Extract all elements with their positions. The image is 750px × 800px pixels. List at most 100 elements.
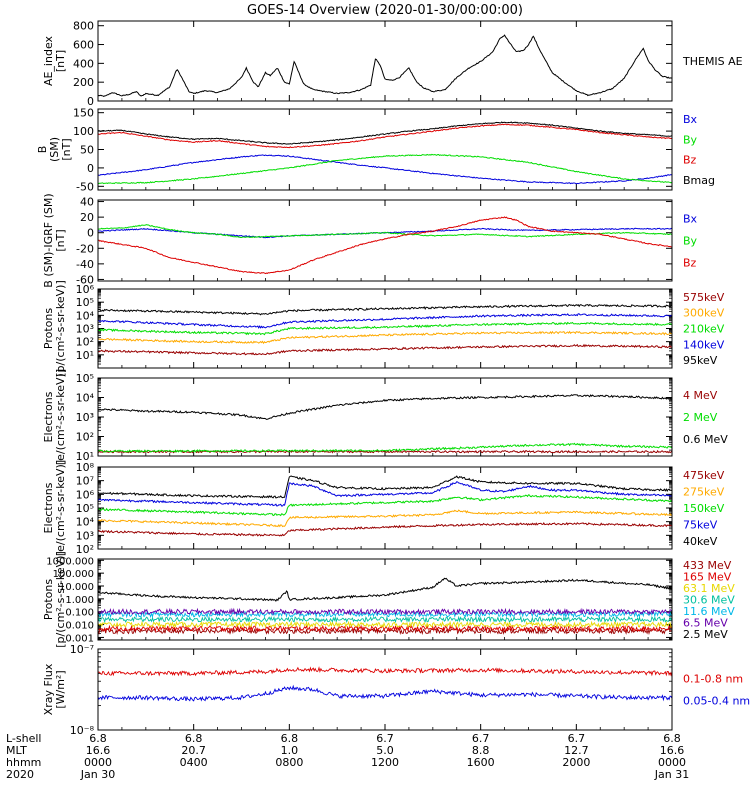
legend-entry: 30.6 MeV bbox=[683, 594, 735, 607]
y-tick-label: 10⁶ bbox=[76, 283, 95, 296]
time-axis-tick-label: 6.8 bbox=[663, 732, 681, 745]
y-tick-label: 1000.000 bbox=[46, 556, 94, 567]
y-tick-label: 0.100 bbox=[65, 608, 94, 619]
legend-entry: 433 MeV bbox=[683, 559, 732, 572]
y-axis-label: [e/(cm²-s-sr-keV)] bbox=[54, 369, 67, 465]
y-tick-label: 10⁴ bbox=[76, 392, 95, 405]
legend-entry: 300keV bbox=[683, 307, 725, 320]
time-axis-tick-label: Jan 30 bbox=[80, 768, 115, 781]
y-axis-label: (SM) bbox=[48, 137, 61, 162]
legend-entry: Bz bbox=[683, 154, 697, 167]
legend-entry: 40keV bbox=[683, 535, 718, 548]
y-tick-label: 10⁴ bbox=[76, 309, 95, 322]
y-tick-label: 100 bbox=[73, 125, 94, 138]
y-axis-label: Electrons bbox=[42, 482, 55, 533]
series-line-0-1-0-8-nm bbox=[98, 666, 672, 677]
y-tick-label: 0 bbox=[87, 227, 94, 240]
time-axis-tick-label: 6.7 bbox=[376, 732, 394, 745]
y-axis-label: [nT] bbox=[54, 50, 67, 72]
time-axis-tick-label: 16.6 bbox=[86, 744, 111, 757]
y-axis-label: Electrons bbox=[42, 391, 55, 442]
legend-entry: By bbox=[683, 235, 698, 248]
time-axis-tick-label: 2000 bbox=[562, 756, 590, 769]
panel-frame bbox=[97, 558, 673, 641]
y-tick-label: 10⁸ bbox=[76, 461, 95, 474]
series-line-433-mev bbox=[98, 626, 672, 636]
time-axis-tick-label: 6.7 bbox=[568, 732, 586, 745]
y-tick-label: 200 bbox=[73, 76, 94, 89]
y-tick-label: -50 bbox=[76, 180, 94, 193]
legend-entry: Bx bbox=[683, 113, 698, 126]
series-line-6-5-mev bbox=[98, 607, 672, 616]
series-line-75kev bbox=[98, 481, 672, 507]
legend-entry: 2 MeV bbox=[683, 411, 718, 424]
panel-2: -50 0 50 100 150 B (SM) [nT] Bx By Bz Bmag bbox=[36, 107, 715, 194]
y-tick-label: 10³ bbox=[76, 411, 94, 424]
series-line-165-mev bbox=[98, 624, 672, 633]
y-axis-label: Xray Flux bbox=[42, 663, 55, 715]
y-axis-label: [e/(cm²-s-sr-keV)] bbox=[54, 460, 67, 556]
legend-entry: 140keV bbox=[683, 338, 725, 351]
legend-entry: 575keV bbox=[683, 291, 725, 304]
time-axis-tick-label: 20.7 bbox=[181, 744, 206, 757]
time-axis-tick-label: 0000 bbox=[658, 756, 686, 769]
legend-entry: 165 MeV bbox=[683, 570, 732, 583]
series-line-bmag bbox=[98, 121, 672, 145]
y-axis-label: B bbox=[36, 146, 49, 154]
time-axis-tick-label: 12.7 bbox=[564, 744, 589, 757]
legend-entry: Bz bbox=[683, 257, 697, 270]
y-tick-label: 0.010 bbox=[65, 621, 94, 632]
panel-frame bbox=[97, 648, 673, 731]
legend-entry: Bx bbox=[683, 213, 698, 226]
time-axis-tick-label: 8.8 bbox=[472, 744, 490, 757]
time-axis-tick-label: 0400 bbox=[180, 756, 208, 769]
panel-frame bbox=[97, 199, 673, 282]
series-line-210kev bbox=[98, 321, 672, 336]
series-line-30-6-mev bbox=[98, 615, 672, 624]
series-line-275kev bbox=[98, 509, 672, 528]
y-tick-label: 10⁵ bbox=[76, 502, 94, 515]
y-tick-label: 10⁻⁸ bbox=[70, 724, 95, 737]
series-line-300kev bbox=[98, 330, 672, 345]
series-line-63-1-mev bbox=[98, 620, 672, 629]
y-tick-label: 10² bbox=[76, 336, 94, 349]
y-tick-label: 10³ bbox=[76, 323, 94, 336]
y-tick-label: 0 bbox=[87, 95, 94, 108]
time-axis-row-label: L-shell bbox=[6, 732, 42, 745]
y-tick-label: -60 bbox=[76, 273, 94, 286]
series-line-by bbox=[98, 153, 672, 185]
y-tick-label: 10³ bbox=[76, 529, 94, 542]
series-line-bz bbox=[98, 216, 672, 275]
legend-entry: Bmag bbox=[683, 174, 715, 187]
series-line-40kev bbox=[98, 475, 672, 499]
time-axis-tick-label: 0000 bbox=[84, 756, 112, 769]
y-tick-label: 800 bbox=[73, 20, 94, 33]
y-tick-label: 10¹ bbox=[76, 450, 94, 463]
y-tick-label: 20 bbox=[80, 211, 94, 224]
y-tick-label: 100.000 bbox=[53, 569, 94, 580]
series-line-475kev bbox=[98, 522, 672, 537]
y-axis-label: [p/(cm²-s-sr-keV)] bbox=[54, 280, 67, 377]
panel-frame bbox=[97, 288, 673, 369]
legend-entry: THEMIS AE bbox=[682, 55, 743, 68]
legend-entry: 2.5 MeV bbox=[683, 628, 728, 641]
series-line-2-5-mev bbox=[98, 577, 672, 602]
y-tick-label: -40 bbox=[76, 258, 94, 271]
panel-5: 10¹ 10² 10³ 10⁴ 10⁵ Electrons [e/(cm²-s-sr-keV… bbox=[42, 369, 728, 465]
legend-entry: 75keV bbox=[683, 518, 718, 531]
legend-entry: 0.6 MeV bbox=[683, 433, 728, 446]
y-tick-label: 10⁷ bbox=[76, 475, 94, 488]
time-axis-tick-label: 6.8 bbox=[185, 732, 203, 745]
series-line-themis-ae bbox=[98, 34, 672, 97]
time-axis-row-label: hhmm bbox=[6, 756, 41, 769]
series-line-bx bbox=[98, 154, 672, 185]
legend-entry: 275keV bbox=[683, 486, 725, 499]
time-axis-row-label: 2020 bbox=[6, 768, 34, 781]
time-axis-tick-label: Jan 31 bbox=[654, 768, 689, 781]
panel-frame bbox=[97, 377, 673, 457]
